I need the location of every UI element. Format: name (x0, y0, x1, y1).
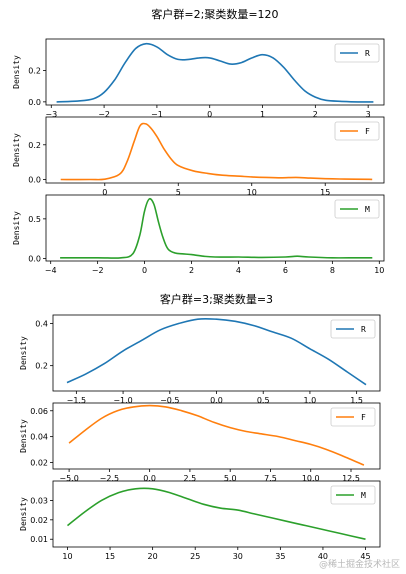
chart-panel-5: −5.0 −2.5 0.0 2.5 5.0 7.5 10.0 12.5 0.02 0.04 0.06… (19, 402, 381, 483)
y-tick-label: 0.2 (28, 141, 41, 150)
chart-panel-1: 客户群=2;聚类数量=120 −3 −2 −1 0 1 2 3 0.0 0.2 Density R (12, 7, 385, 119)
y-tick-label: 0.5 (28, 215, 41, 224)
x-tick-label: 1.5 (350, 396, 363, 405)
x-tick-label: 45 (360, 552, 370, 561)
series-line-R (66, 318, 367, 386)
x-tick-label: 15 (320, 188, 330, 197)
series-line-R (56, 42, 374, 103)
x-tick-label: −1.5 (67, 396, 86, 405)
x-tick-label: 8 (330, 266, 335, 275)
y-tick-label: 0.01 (30, 535, 48, 544)
x-tick-label: 5.0 (224, 474, 237, 483)
x-tick-label: −2 (92, 266, 104, 275)
x-tick-label: 10.0 (302, 474, 320, 483)
x-tick-label: −1.0 (113, 396, 132, 405)
x-tick-label: 25 (190, 552, 200, 561)
x-tick-label: 0.0 (143, 474, 156, 483)
y-axis-label: Density (19, 497, 28, 531)
axes-frame (45, 38, 385, 106)
x-tick-label: 2.5 (184, 474, 197, 483)
x-tick-label: 0 (142, 266, 147, 275)
x-tick-label: 5 (176, 188, 181, 197)
y-tick-label: 0.04 (30, 433, 48, 442)
y-tick-label: 0.2 (35, 362, 48, 371)
y-axis-label: Density (19, 419, 28, 453)
legend-label: R (361, 325, 366, 334)
x-tick-label: 2 (313, 110, 318, 119)
x-tick-label: 1 (260, 110, 265, 119)
y-axis-label: Density (19, 336, 28, 370)
x-tick-label: 3 (366, 110, 371, 119)
x-tick-label: −0.5 (160, 396, 179, 405)
y-tick-label: 0.0 (28, 176, 41, 185)
axes-frame (52, 402, 381, 470)
x-tick-label: −5.0 (59, 474, 78, 483)
chart-title: 客户群=2;聚类数量=120 (151, 7, 278, 21)
x-tick-label: −2 (98, 110, 110, 119)
chart-title: 客户群=3;聚类数量=3 (160, 292, 273, 306)
x-tick-label: 20 (148, 552, 158, 561)
x-tick-label: −3 (45, 110, 57, 119)
y-tick-label: 0.03 (30, 496, 48, 505)
y-tick-label: 0.0 (28, 255, 41, 264)
x-tick-label: 15 (105, 552, 115, 561)
chart-panel-4: 客户群=3;聚类数量=3 −1.5 −1.0 −0.5 0.0 0.5 1.0 1.5 0.2 0… (19, 292, 381, 405)
chart-panel-2: 0 5 10 15 0.0 0.2 Density F (12, 116, 385, 197)
chart-panel-3: −4 −2 0 2 4 6 8 10 0.0 0.5 Density M (12, 194, 385, 275)
y-axis-label: Density (12, 133, 21, 167)
x-tick-label: 10 (247, 188, 257, 197)
y-tick-label: 0.0 (28, 98, 41, 107)
axes-frame (45, 194, 385, 262)
legend-label: F (361, 413, 366, 422)
x-tick-label: 0.0 (210, 396, 223, 405)
axes-frame (52, 480, 381, 548)
legend-label: F (365, 127, 370, 136)
x-tick-label: 40 (318, 552, 328, 561)
x-tick-label: 0 (102, 188, 107, 197)
x-tick-label: −2.5 (100, 474, 119, 483)
x-tick-label: −1 (151, 110, 163, 119)
series-line-F (68, 404, 365, 466)
x-tick-label: 30 (233, 552, 243, 561)
legend-label: M (361, 491, 366, 500)
x-tick-label: 6 (283, 266, 288, 275)
x-tick-label: −4 (45, 266, 57, 275)
y-tick-label: 0.02 (30, 459, 48, 468)
x-tick-label: 0 (207, 110, 212, 119)
y-tick-label: 0.02 (30, 516, 48, 525)
y-tick-label: 0.2 (28, 66, 41, 75)
legend-label: R (365, 49, 370, 58)
x-tick-label: 1.0 (304, 396, 317, 405)
x-tick-label: 2 (189, 266, 194, 275)
x-tick-label: 10 (62, 552, 72, 561)
x-tick-label: 7.5 (264, 474, 277, 483)
x-tick-label: 4 (236, 266, 241, 275)
series-line-M (67, 487, 366, 540)
x-tick-label: 10 (374, 266, 384, 275)
y-axis-label: Density (12, 55, 21, 89)
x-tick-label: 0.5 (257, 396, 270, 405)
y-axis-label: Density (12, 211, 21, 245)
watermark: @稀土掘金技术社区 (318, 560, 400, 570)
x-tick-label: 12.5 (342, 474, 360, 483)
axes-frame (45, 116, 385, 184)
y-tick-label: 0.4 (35, 319, 48, 328)
legend-label: M (365, 205, 370, 214)
y-tick-label: 0.06 (30, 407, 48, 416)
series-line-M (60, 197, 373, 259)
x-tick-label: 35 (275, 552, 285, 561)
series-line-F (60, 122, 373, 181)
